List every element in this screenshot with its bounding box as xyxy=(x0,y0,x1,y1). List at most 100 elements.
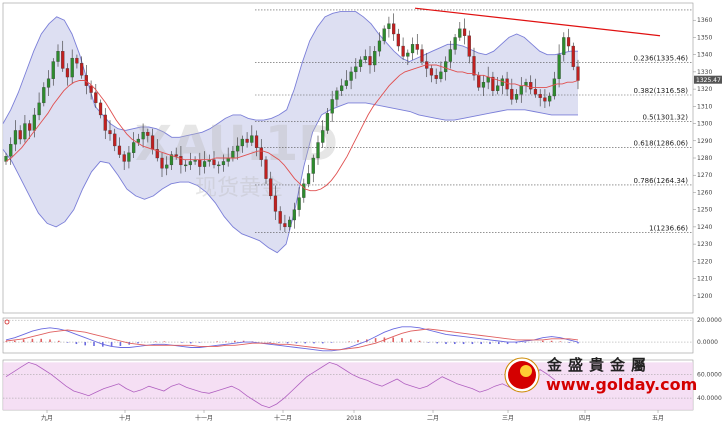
x-tick-label: 四月 xyxy=(579,415,591,422)
macd-tick-label: 0.0000 xyxy=(697,339,718,346)
candle-body xyxy=(288,219,292,228)
candle-body xyxy=(132,142,136,153)
candle-body xyxy=(358,59,363,67)
y-tick-label: 1290 xyxy=(697,138,712,145)
candle-body xyxy=(566,37,571,47)
candle-body xyxy=(28,123,32,131)
bollinger-upper-line xyxy=(2,11,578,138)
candle-body xyxy=(387,23,391,29)
candle-body xyxy=(184,164,188,167)
candle-body xyxy=(46,78,51,88)
brand-website: www.golday.com xyxy=(546,375,697,394)
y-tick-label: 1350 xyxy=(697,34,712,41)
rsi-line xyxy=(5,361,556,409)
candle-body xyxy=(278,211,282,224)
y-tick-label: 1320 xyxy=(697,86,712,93)
candle-body xyxy=(444,61,448,73)
symbol-watermark: XAU.1D xyxy=(135,116,338,172)
candle-body xyxy=(552,78,556,97)
candle-body xyxy=(524,82,528,86)
candle-body xyxy=(382,28,386,42)
candle-body xyxy=(467,35,471,57)
candle-body xyxy=(37,102,41,116)
candle-body xyxy=(420,49,424,62)
y-tick-label: 1200 xyxy=(697,293,712,300)
rsi-band-fill xyxy=(3,362,693,410)
y-tick-label: 1270 xyxy=(697,172,712,179)
candle-body xyxy=(292,209,296,221)
candle-body xyxy=(141,132,145,140)
candle-body xyxy=(113,133,117,147)
candle-body xyxy=(377,40,382,52)
macd-line xyxy=(5,326,579,352)
candle-body xyxy=(18,130,22,140)
candle-body xyxy=(269,178,273,197)
candle-body xyxy=(429,68,434,76)
candle-body xyxy=(543,97,547,102)
candle-body xyxy=(557,54,561,79)
y-tick-label: 1240 xyxy=(697,224,712,231)
candle-body xyxy=(61,51,65,69)
x-tick-label: 二月 xyxy=(427,415,439,422)
candle-body xyxy=(250,135,254,143)
x-tick-label: 五月 xyxy=(652,415,664,422)
candle-body xyxy=(127,152,131,162)
candle-body xyxy=(373,51,377,66)
candle-body xyxy=(510,88,514,100)
fib-label: 0.786(1264.34) xyxy=(634,177,689,185)
macd-signal-line xyxy=(5,328,579,351)
fib-label: 0.618(1286.06) xyxy=(634,140,689,148)
candle-body xyxy=(165,164,169,169)
candle-body xyxy=(448,49,452,62)
candle-body xyxy=(491,76,495,91)
candle-body xyxy=(462,28,467,36)
candle-body xyxy=(236,145,240,152)
candle-body xyxy=(311,157,315,174)
candle-body xyxy=(335,90,339,100)
candle-body xyxy=(519,85,523,95)
candle-body xyxy=(103,114,107,131)
candle-body xyxy=(259,147,263,160)
candle-body xyxy=(363,56,367,60)
candle-body xyxy=(240,138,244,147)
candle-body xyxy=(514,94,519,100)
candle-body xyxy=(188,161,192,166)
candle-body xyxy=(174,154,178,157)
candle-body xyxy=(273,195,278,212)
y-tick-label: 1360 xyxy=(697,17,712,24)
candle-body xyxy=(401,45,405,57)
candle-body xyxy=(410,44,415,54)
candle-body xyxy=(562,37,566,55)
candle-body xyxy=(571,45,575,67)
candle-body xyxy=(32,114,36,131)
bollinger-band-fill xyxy=(3,11,578,253)
candle-body xyxy=(23,123,27,140)
x-tick-label: 十一月 xyxy=(195,414,213,422)
current-price-tag xyxy=(694,75,722,84)
x-tick-label: 九月 xyxy=(41,414,53,422)
macd-marker-icon xyxy=(4,319,10,325)
candle-body xyxy=(221,161,226,166)
candle-body xyxy=(306,173,311,184)
candle-body xyxy=(481,82,486,88)
fib-label: 0.236(1335.46) xyxy=(634,54,689,62)
y-tick-label: 1300 xyxy=(697,121,712,128)
candle-body xyxy=(169,154,174,166)
candle-body xyxy=(349,71,353,81)
candle-body xyxy=(231,150,235,159)
candle-body xyxy=(325,113,330,131)
fib-label: 0.5(1301.32) xyxy=(642,113,688,121)
candle-body xyxy=(179,156,183,166)
candle-body xyxy=(117,145,122,155)
x-tick-label: 十月 xyxy=(119,414,131,422)
candle-body xyxy=(538,94,542,98)
candle-body xyxy=(264,159,268,179)
candle-body xyxy=(392,23,396,35)
candle-body xyxy=(533,88,538,95)
y-tick-label: 1260 xyxy=(697,189,712,196)
candle-body xyxy=(472,56,476,76)
candle-body xyxy=(226,157,230,162)
candle-body xyxy=(80,63,84,76)
candle-body xyxy=(496,85,500,91)
